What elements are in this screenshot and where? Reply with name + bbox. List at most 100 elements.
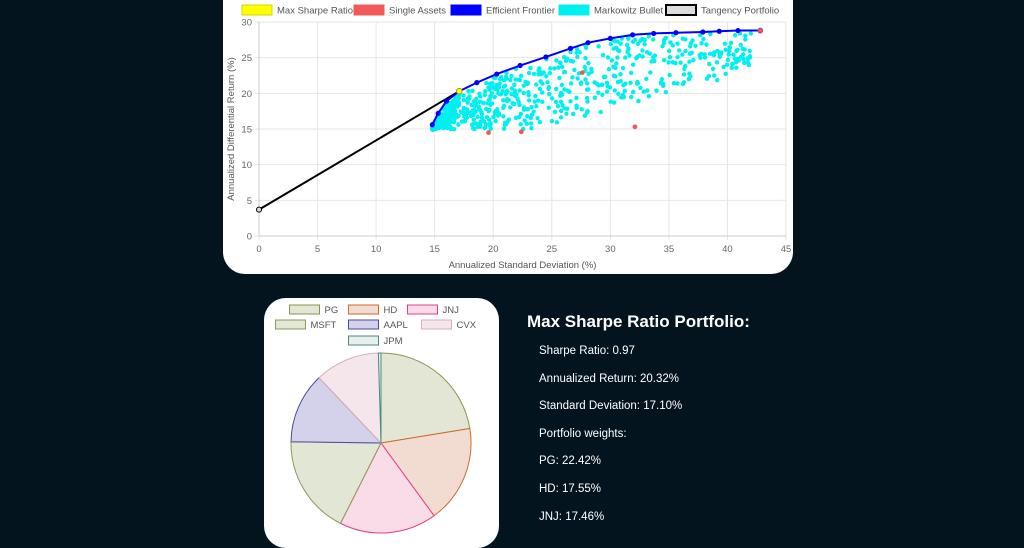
bullet-point <box>438 123 443 129</box>
bullet-point <box>462 119 467 124</box>
pie-legend-swatch-CVX <box>421 319 452 330</box>
bullet-point <box>526 70 532 76</box>
bullet-point <box>574 50 579 55</box>
bullet-point <box>675 54 680 60</box>
bullet-point <box>449 101 455 107</box>
bullet-point <box>563 58 569 64</box>
bullet-point <box>441 112 447 118</box>
pie-slice-HD <box>380 427 472 517</box>
bullet-point <box>723 71 728 76</box>
legend-label-4: Tangency Portfolio <box>701 6 779 17</box>
bullet-point <box>535 98 541 103</box>
bullet-point <box>659 76 665 82</box>
bullet-point <box>604 89 610 94</box>
bullet-point <box>725 57 731 63</box>
frontier-point-4 <box>474 80 480 86</box>
bullet-point <box>605 84 610 89</box>
frontier-point-7 <box>543 54 549 60</box>
pie-legend-label-JPM: JPM <box>384 336 403 347</box>
bullet-point <box>571 111 576 117</box>
bullet-point <box>533 93 538 99</box>
pie-slice-CVX <box>318 352 382 445</box>
max-sharpe-point <box>455 87 463 95</box>
bullet-point <box>618 72 623 77</box>
bullet-point <box>738 42 743 48</box>
bullet-point <box>583 45 589 51</box>
max-sharpe-info-panel: Max Sharpe Ratio Portfolio: Sharpe Ratio… <box>527 312 927 537</box>
y-tick-label-4: 20 <box>241 89 252 100</box>
bullet-point <box>472 121 477 126</box>
pie-chart-card: PG HD JNJ MSFT AAPL CVX JPM <box>264 298 499 548</box>
bullet-point <box>478 94 483 99</box>
bullet-point <box>525 114 530 119</box>
bullet-point <box>628 80 633 85</box>
bullet-point <box>549 96 555 101</box>
bullet-point <box>501 77 507 83</box>
info-sharpe-ratio: Sharpe Ratio: 0.97 <box>539 345 635 357</box>
bullet-point <box>521 107 527 112</box>
bullet-point <box>621 94 627 100</box>
bullet-point <box>710 66 716 72</box>
bullet-point <box>535 115 540 121</box>
bullet-point <box>584 95 590 101</box>
info-weight-jnj: JNJ: 17.46% <box>539 510 605 523</box>
bullet-point <box>693 43 698 49</box>
bullet-point <box>687 59 692 64</box>
frontier-point-12 <box>651 30 657 37</box>
single-asset-point-3 <box>579 70 585 76</box>
bullet-point <box>448 109 453 115</box>
x-tick-label-6: 30 <box>605 244 616 255</box>
bullet-point <box>600 92 605 98</box>
bullet-point <box>698 33 703 38</box>
bullet-point <box>608 41 614 47</box>
legend-swatch-3 <box>558 4 590 16</box>
bullet-point <box>611 100 617 105</box>
bullet-point <box>481 119 487 124</box>
frontier-point-11 <box>629 32 636 38</box>
bullet-point <box>583 77 588 82</box>
single-asset-point-4 <box>757 27 764 34</box>
bullet-point <box>730 61 736 67</box>
pie-legend-label-CVX: CVX <box>457 320 477 331</box>
pie-legend-swatch-JNJ <box>407 304 438 315</box>
legend-label-2: Efficient Frontier <box>486 6 555 17</box>
bullet-point <box>537 119 543 125</box>
bullet-point <box>562 87 567 92</box>
bullet-point <box>570 59 576 64</box>
bullet-point <box>612 88 617 93</box>
bullet-point <box>666 60 671 65</box>
bullet-point <box>582 113 588 118</box>
bullet-point <box>631 89 636 95</box>
bullet-point <box>722 41 728 46</box>
frontier-point-1 <box>435 110 441 116</box>
bullet-point <box>642 41 647 47</box>
bullet-point <box>501 98 506 103</box>
bullet-point <box>667 72 672 78</box>
bullet-point <box>430 126 435 132</box>
bullet-point <box>605 55 611 60</box>
bullet-point <box>727 45 732 50</box>
bullet-point <box>627 53 632 58</box>
bullet-point <box>479 115 485 121</box>
bullet-point <box>448 126 453 132</box>
bullet-point <box>512 82 517 88</box>
bullet-point <box>663 89 669 95</box>
pie-slice-PG <box>380 352 471 444</box>
bullet-point <box>540 81 545 86</box>
bullet-point <box>640 54 645 59</box>
bullet-point <box>561 54 567 60</box>
bullet-point <box>556 65 561 70</box>
bullet-point <box>596 44 601 49</box>
info-title: Max Sharpe Ratio Portfolio: <box>527 312 750 331</box>
bullet-point <box>546 105 551 110</box>
bullet-point <box>532 99 537 104</box>
bullet-point <box>630 62 636 67</box>
bullet-point <box>454 94 459 100</box>
bullet-point <box>531 109 536 114</box>
frontier-point-10 <box>607 35 613 42</box>
bullet-point <box>621 83 626 88</box>
bullet-point <box>552 109 558 115</box>
bullet-point <box>687 71 692 76</box>
bullet-point <box>484 115 490 120</box>
bullet-point <box>594 81 600 87</box>
